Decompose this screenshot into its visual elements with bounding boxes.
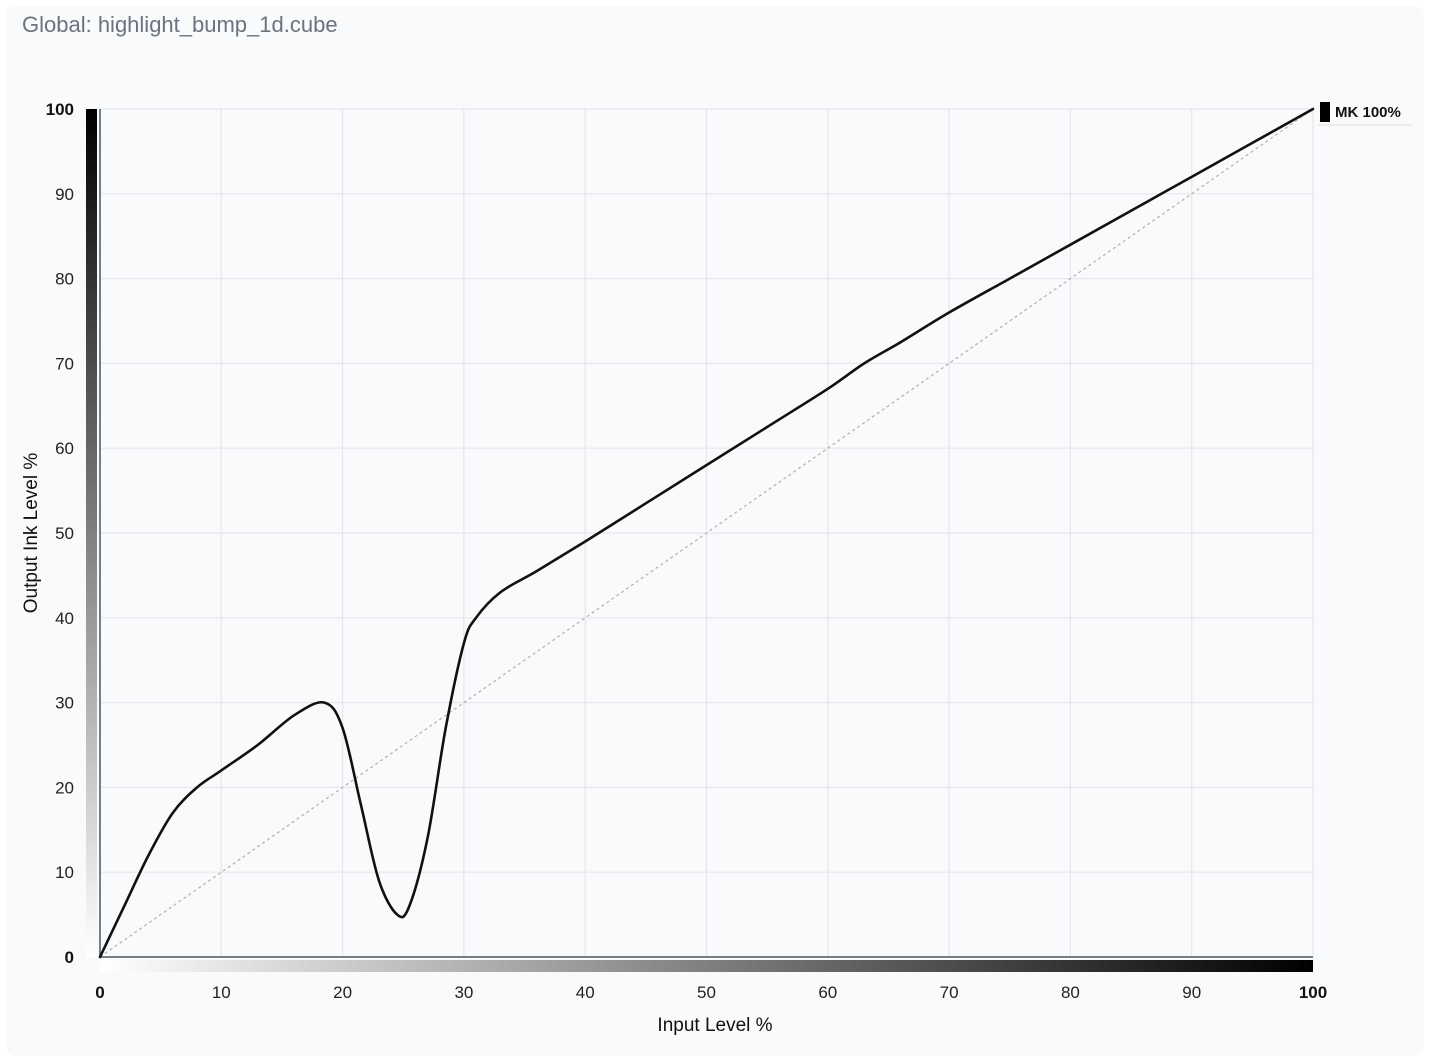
x-tick-label: 0: [95, 983, 104, 1002]
x-tick-label: 30: [454, 983, 473, 1002]
y-tick-label: 40: [55, 609, 74, 628]
y-axis-label: Output Ink Level %: [21, 453, 42, 614]
x-gradient-bar: [100, 960, 1313, 972]
x-axis-label: Input Level %: [657, 1015, 772, 1036]
y-tick-label: 0: [65, 948, 74, 967]
legend: MK 100%: [1318, 102, 1412, 126]
y-tick-label: 80: [55, 270, 74, 289]
x-tick-label: 60: [818, 983, 837, 1002]
x-tick-label: 80: [1061, 983, 1080, 1002]
panel-title: Global: highlight_bump_1d.cube: [22, 12, 338, 37]
x-tick-label: 90: [1182, 983, 1201, 1002]
reference-diagonal: [99, 108, 1314, 958]
x-tick-label: 100: [1299, 983, 1327, 1002]
y-tick-label: 30: [55, 694, 74, 713]
y-gradient-bar: [86, 109, 97, 957]
y-tick-label: 100: [46, 100, 74, 119]
series-line-mk: [98, 107, 1315, 959]
x-tick-label: 10: [212, 983, 231, 1002]
x-tick-label: 40: [576, 983, 595, 1002]
x-tick-label: 70: [940, 983, 959, 1002]
y-tick-label: 50: [55, 524, 74, 543]
grid-lines: [100, 108, 1314, 957]
x-tick-label: 20: [333, 983, 352, 1002]
y-tick-label: 70: [55, 354, 74, 373]
identity-reference-line: [99, 108, 1314, 958]
y-tick-label: 60: [55, 439, 74, 458]
y-tick-label: 20: [55, 778, 74, 797]
chart-panel: Global: highlight_bump_1d.cube: [6, 6, 1424, 1056]
y-tick-label: 10: [55, 863, 74, 882]
series-layer: [98, 107, 1315, 959]
legend-swatch: [1320, 102, 1330, 122]
tick-labels: 0 10 20 30 40 50 60 70 80 90 100 0 10 20 30 40 50 60 70 80 9…: [46, 100, 1328, 1002]
y-tick-label: 90: [55, 185, 74, 204]
legend-label: MK 100%: [1335, 104, 1401, 121]
x-tick-label: 50: [697, 983, 716, 1002]
